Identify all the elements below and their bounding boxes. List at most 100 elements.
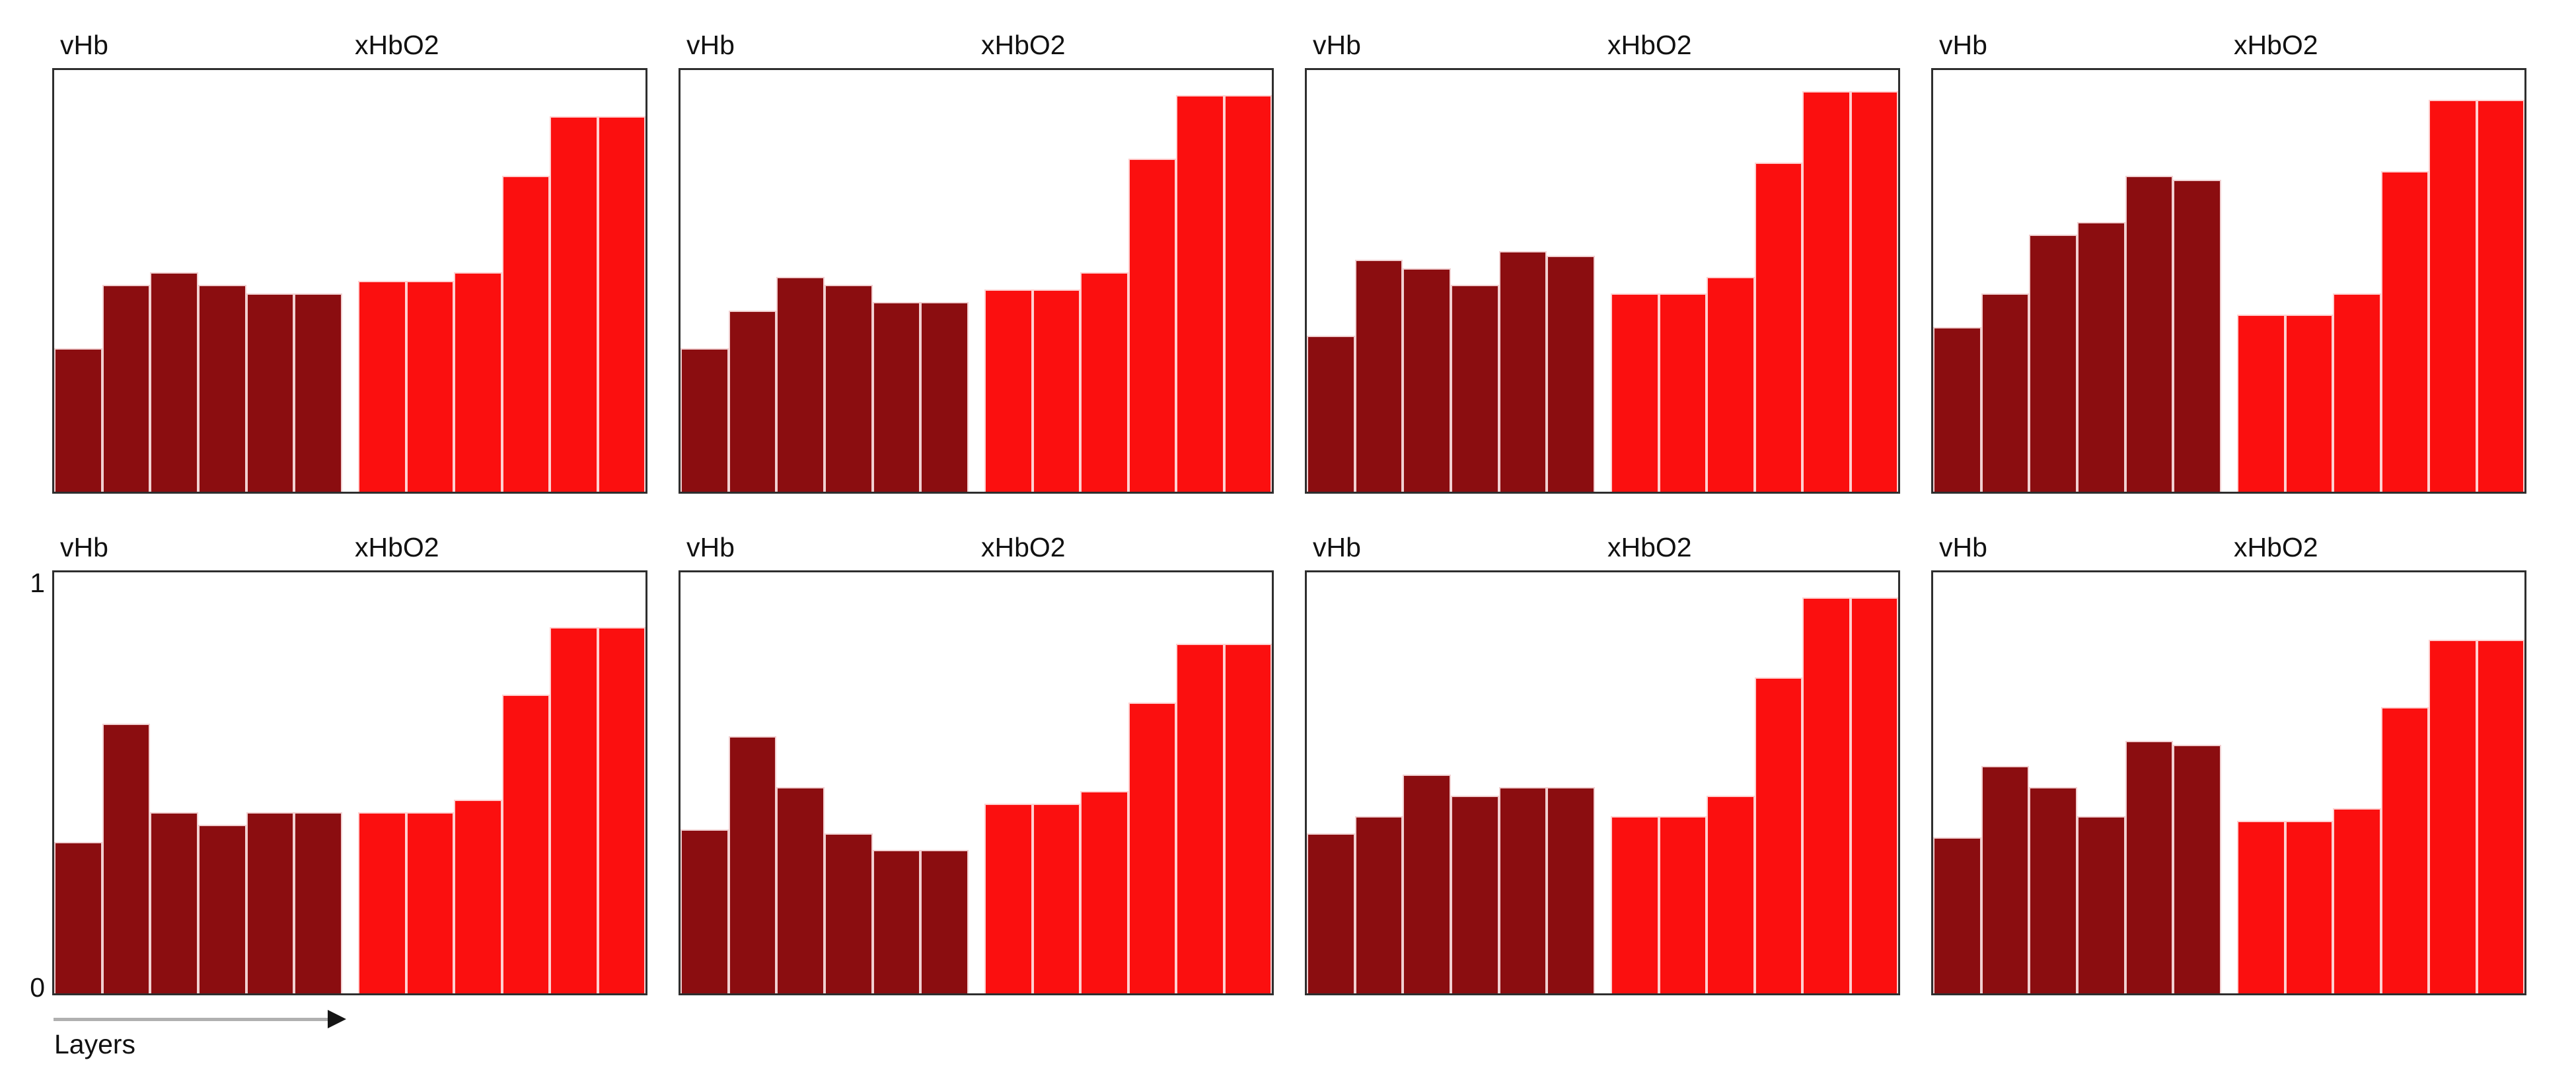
- bar-xHbO2-layer-6: [597, 116, 645, 492]
- xhbo2-series-label: xHbO2: [355, 532, 439, 562]
- bar-group-xHbO2: [358, 572, 645, 993]
- group-gap: [969, 485, 984, 492]
- bar-vHb-layer-1: [1933, 327, 1981, 492]
- panel-label-row: vHb xHbO2: [1931, 532, 2526, 570]
- panel-label-row: vHb xHbO2: [52, 532, 647, 570]
- xhbo2-series-label: xHbO2: [355, 30, 439, 60]
- bar-vHb-layer-3: [776, 786, 825, 993]
- bar-vHb-layer-3: [1403, 268, 1452, 492]
- panel-r2c4: vHb xHbO2: [1931, 532, 2526, 995]
- panel-label-row: vHb xHbO2: [1305, 532, 1900, 570]
- panel-plot-area: [679, 68, 1274, 494]
- bar-vHb-layer-1: [1933, 837, 1981, 993]
- group-gap: [969, 987, 984, 993]
- panel-r1c3: vHb xHbO2: [1305, 30, 1900, 494]
- bar-vHb-layer-3: [2029, 786, 2078, 993]
- bar-vHb-layer-5: [1498, 251, 1547, 492]
- bar-group-vHb: [54, 572, 343, 993]
- bar-xHbO2-layer-4: [1128, 158, 1176, 492]
- group-gap: [1595, 987, 1611, 993]
- bar-xHbO2-layer-6: [2476, 639, 2524, 993]
- bar-vHb-layer-3: [2029, 234, 2078, 492]
- bar-xHbO2-layer-3: [2333, 293, 2381, 492]
- bar-group-vHb: [1933, 572, 2222, 993]
- bar-vHb-layer-2: [1981, 293, 2030, 492]
- bar-xHbO2-layer-4: [501, 175, 550, 492]
- bar-group-xHbO2: [984, 70, 1272, 492]
- bar-xHbO2-layer-1: [358, 281, 406, 492]
- group-gap: [342, 485, 358, 492]
- arrow-head-icon: [328, 1010, 346, 1028]
- bar-xHbO2-layer-2: [1032, 804, 1080, 993]
- bar-xHbO2-layer-2: [1032, 289, 1080, 492]
- bar-vHb-layer-6: [1547, 786, 1596, 993]
- bar-vHb-layer-2: [1354, 816, 1403, 993]
- bar-xHbO2-layer-3: [454, 799, 502, 993]
- bar-vHb-layer-3: [776, 276, 825, 492]
- panel-plot-area: [1931, 570, 2526, 995]
- vhb-series-label: vHb: [1939, 532, 1987, 562]
- bar-vHb-layer-1: [1307, 335, 1355, 492]
- panel-r2c3: vHb xHbO2: [1305, 532, 1900, 995]
- panel-plot-area: [52, 68, 647, 494]
- bar-vHb-layer-5: [246, 293, 295, 492]
- bar-vHb-layer-6: [294, 812, 343, 993]
- bar-xHbO2-layer-3: [454, 272, 502, 492]
- bar-xHbO2-layer-4: [1754, 163, 1802, 492]
- bar-vHb-layer-4: [2077, 816, 2125, 993]
- vhb-series-label: vHb: [1939, 30, 1987, 60]
- bar-group-vHb: [1307, 572, 1596, 993]
- bar-vHb-layer-6: [920, 850, 969, 993]
- xhbo2-series-label: xHbO2: [2234, 30, 2318, 60]
- y-axis-tick-min: 0: [30, 972, 45, 1003]
- xhbo2-series-label: xHbO2: [1607, 532, 1692, 562]
- bar-vHb-layer-4: [825, 285, 873, 492]
- vhb-series-label: vHb: [60, 30, 108, 60]
- bar-xHbO2-layer-3: [1080, 791, 1128, 993]
- bar-vHb-layer-6: [2173, 745, 2222, 993]
- bar-xHbO2-layer-1: [984, 804, 1033, 993]
- bar-xHbO2-layer-1: [358, 812, 406, 993]
- panel-label-row: vHb xHbO2: [1305, 30, 1900, 68]
- bar-vHb-layer-6: [1547, 255, 1596, 492]
- group-gap: [2221, 485, 2237, 492]
- bar-group-vHb: [1933, 70, 2222, 492]
- bar-vHb-layer-4: [1451, 795, 1499, 993]
- bar-vHb-layer-5: [2125, 740, 2174, 993]
- bar-vHb-layer-4: [198, 825, 246, 993]
- bar-xHbO2-layer-2: [406, 281, 454, 492]
- bar-xHbO2-layer-3: [2333, 808, 2381, 993]
- bar-xHbO2-layer-5: [1802, 91, 1851, 492]
- bar-vHb-layer-5: [1498, 786, 1547, 993]
- xhbo2-series-label: xHbO2: [981, 532, 1066, 562]
- bar-xHbO2-layer-5: [1802, 597, 1851, 993]
- bar-vHb-layer-6: [2173, 179, 2222, 492]
- bar-group-vHb: [54, 70, 343, 492]
- y-axis-tick-max: 1: [30, 568, 45, 598]
- bar-vHb-layer-2: [102, 724, 151, 993]
- group-gap: [1595, 485, 1611, 492]
- bar-vHb-layer-4: [1451, 285, 1499, 492]
- bar-vHb-layer-2: [728, 310, 777, 492]
- bar-group-xHbO2: [1611, 70, 1898, 492]
- bar-vHb-layer-6: [920, 301, 969, 492]
- bar-xHbO2-layer-2: [2285, 820, 2333, 993]
- panel-r2c2: vHb xHbO2: [679, 532, 1274, 995]
- bar-xHbO2-layer-3: [1080, 272, 1128, 492]
- bar-vHb-layer-1: [1307, 833, 1355, 993]
- bar-vHb-layer-5: [872, 850, 921, 993]
- bar-xHbO2-layer-3: [1707, 276, 1755, 492]
- panel-plot-area: [52, 570, 647, 995]
- arrow-line: [54, 1018, 328, 1021]
- bar-group-vHb: [681, 572, 969, 993]
- vhb-series-label: vHb: [686, 30, 735, 60]
- bar-xHbO2-layer-2: [1658, 293, 1707, 492]
- vhb-series-label: vHb: [1313, 30, 1361, 60]
- panel-label-row: vHb xHbO2: [679, 532, 1274, 570]
- bar-vHb-layer-1: [681, 829, 729, 993]
- bar-xHbO2-layer-4: [1128, 703, 1176, 993]
- panel-r1c1: vHb xHbO2: [52, 30, 647, 494]
- xhbo2-series-label: xHbO2: [1607, 30, 1692, 60]
- bar-vHb-layer-2: [102, 285, 151, 492]
- bar-xHbO2-layer-4: [2380, 707, 2429, 993]
